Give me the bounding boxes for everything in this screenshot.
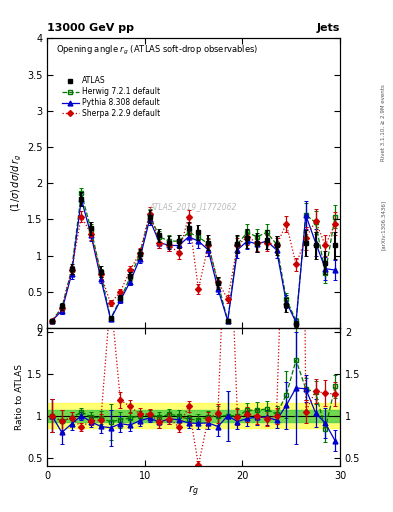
Text: Opening angle $r_g$ (ATLAS soft-drop observables): Opening angle $r_g$ (ATLAS soft-drop obs… — [56, 44, 258, 57]
X-axis label: $r_g$: $r_g$ — [188, 483, 199, 499]
Bar — [47, 403, 340, 429]
Text: Jets: Jets — [317, 23, 340, 33]
Y-axis label: $(1/\sigma)\,d\sigma/d\,r_g$: $(1/\sigma)\,d\sigma/d\,r_g$ — [9, 154, 24, 212]
Bar — [47, 410, 340, 421]
Text: 13000 GeV pp: 13000 GeV pp — [47, 23, 134, 33]
Text: [arXiv:1306.3436]: [arXiv:1306.3436] — [381, 200, 386, 250]
Legend: ATLAS, Herwig 7.2.1 default, Pythia 8.308 default, Sherpa 2.2.9 default: ATLAS, Herwig 7.2.1 default, Pythia 8.30… — [60, 74, 162, 120]
Y-axis label: Ratio to ATLAS: Ratio to ATLAS — [15, 364, 24, 430]
Text: Rivet 3.1.10, ≥ 2.9M events: Rivet 3.1.10, ≥ 2.9M events — [381, 84, 386, 161]
Text: ATLAS_2019_I1772062: ATLAS_2019_I1772062 — [150, 202, 237, 211]
